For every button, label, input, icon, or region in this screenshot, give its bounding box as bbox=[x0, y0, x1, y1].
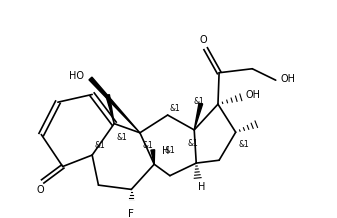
Polygon shape bbox=[89, 77, 140, 133]
Text: OH: OH bbox=[280, 74, 295, 84]
Text: O: O bbox=[37, 185, 44, 195]
Polygon shape bbox=[106, 95, 114, 124]
Text: F: F bbox=[128, 209, 134, 218]
Text: &1: &1 bbox=[94, 141, 105, 150]
Text: &1: &1 bbox=[169, 104, 180, 113]
Polygon shape bbox=[151, 150, 155, 164]
Text: &1: &1 bbox=[239, 140, 249, 149]
Text: &1: &1 bbox=[164, 146, 175, 155]
Text: &1: &1 bbox=[193, 97, 204, 106]
Text: &1: &1 bbox=[142, 141, 153, 150]
Text: O: O bbox=[200, 35, 207, 45]
Text: &1: &1 bbox=[117, 133, 127, 142]
Text: H: H bbox=[198, 182, 206, 192]
Text: HO: HO bbox=[69, 71, 84, 81]
Text: H: H bbox=[162, 146, 169, 156]
Text: &1: &1 bbox=[187, 139, 198, 148]
Text: OH: OH bbox=[245, 90, 260, 100]
Polygon shape bbox=[194, 103, 203, 130]
